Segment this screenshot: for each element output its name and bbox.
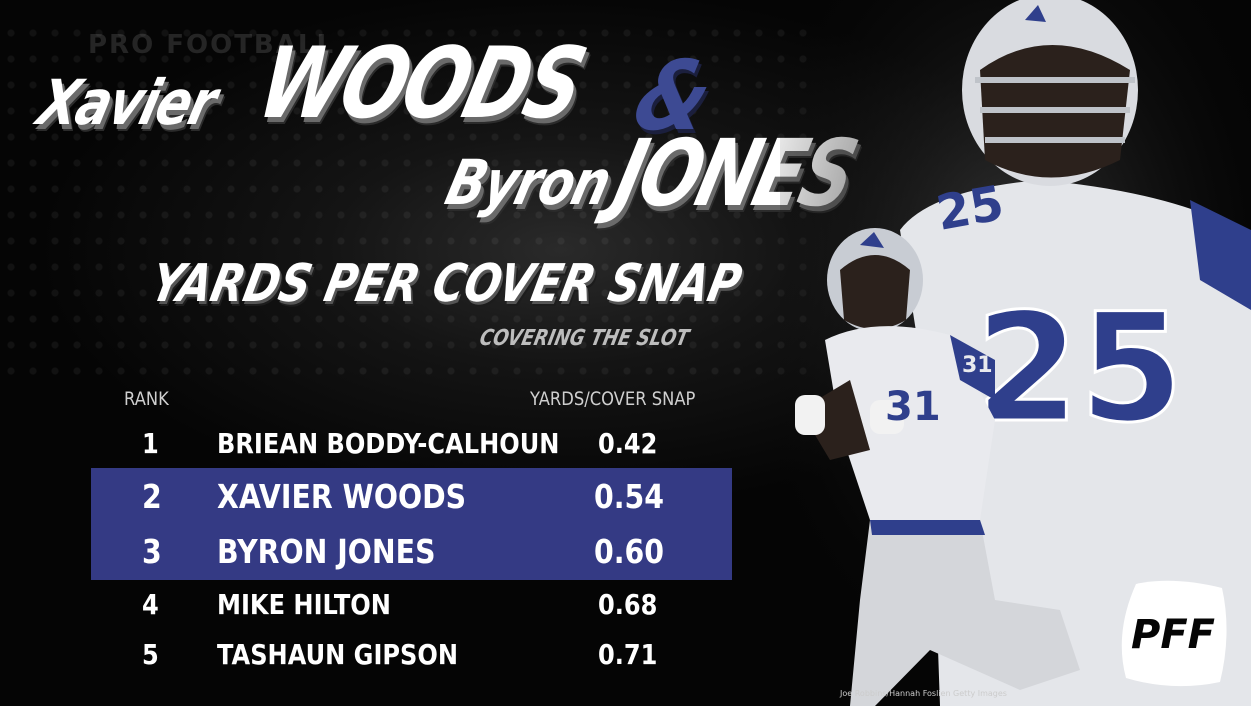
row-value: 0.54	[594, 477, 665, 516]
title-first-name-1: Xavier	[31, 66, 224, 139]
photo-credit: Joe Robbins/Hannah Foslien Getty Images	[840, 689, 1007, 698]
table-row: 5 TASHAUN GIPSON 0.71	[0, 630, 760, 680]
jersey-number-25-shoulder: 25	[932, 175, 1008, 242]
pff-logo-text: PFF	[1131, 612, 1215, 658]
background-watermark: PRO FOOTBALL	[88, 30, 336, 60]
title-first-name-2: Byron	[439, 146, 618, 219]
row-value: 0.42	[598, 427, 658, 460]
sub-subtitle: COVERING THE SLOT	[477, 326, 692, 351]
row-value: 0.60	[594, 532, 665, 571]
row-player-name: BYRON JONES	[217, 532, 436, 571]
player-small: 31 31	[795, 228, 1080, 706]
row-value: 0.71	[598, 638, 658, 671]
table-row: 3 BYRON JONES 0.60	[0, 527, 760, 577]
row-player-name: MIKE HILTON	[217, 588, 391, 621]
table-row: 1 BRIEAN BODDY-CALHOUN 0.42	[0, 419, 760, 469]
highlight-band	[91, 468, 732, 580]
header-yards-per-cover-snap: YARDS/COVER SNAP	[530, 388, 696, 410]
header-rank: RANK	[124, 388, 169, 410]
row-value: 0.68	[598, 588, 658, 621]
row-player-name: XAVIER WOODS	[217, 477, 467, 516]
title-last-name-1: WOODS	[247, 27, 594, 141]
jersey-number-25: 25	[975, 282, 1184, 456]
jersey-number-31-shoulder: 31	[962, 353, 993, 378]
jersey-number-31: 31	[885, 384, 941, 430]
table-row: 4 MIKE HILTON 0.68	[0, 580, 760, 630]
background-stadium-pattern	[0, 20, 820, 380]
row-player-name: BRIEAN BODDY-CALHOUN	[217, 427, 560, 460]
row-rank: 2	[142, 477, 162, 516]
subtitle: YARDS PER COVER SNAP	[145, 254, 747, 314]
row-rank: 3	[142, 532, 162, 571]
row-rank: 4	[142, 588, 159, 621]
table-row: 2 XAVIER WOODS 0.54	[0, 472, 760, 522]
row-rank: 5	[142, 638, 159, 671]
row-player-name: TASHAUN GIPSON	[217, 638, 459, 671]
row-rank: 1	[142, 427, 159, 460]
pff-logo: PFF	[1121, 580, 1227, 687]
